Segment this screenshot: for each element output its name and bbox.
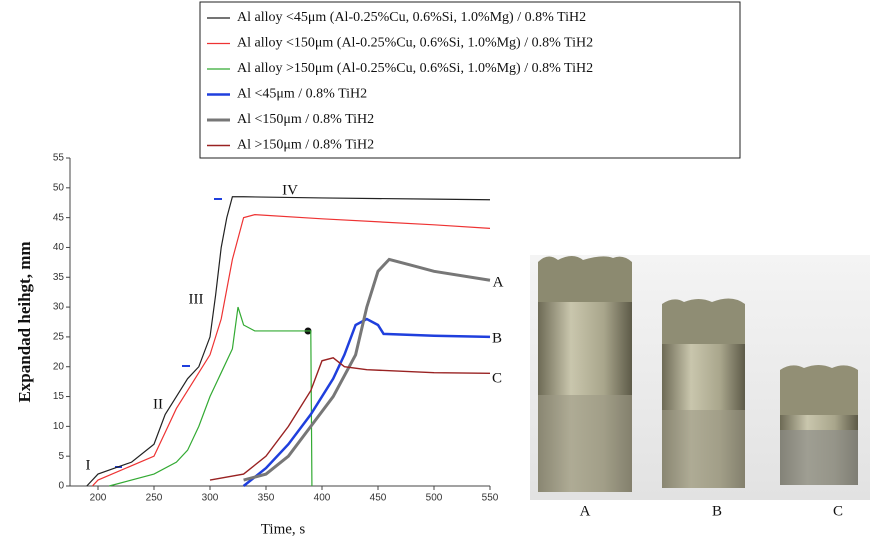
x-tick-label: 450 — [370, 493, 387, 504]
annotation: B — [492, 330, 502, 346]
photo-label: B — [712, 503, 722, 519]
sample-b — [662, 298, 745, 488]
y-tick-label: 20 — [53, 361, 65, 372]
x-tick-label: 200 — [90, 493, 107, 504]
y-tick-label: 55 — [53, 153, 65, 164]
annotation: IV — [282, 182, 298, 198]
annotation: II — [153, 396, 163, 412]
x-tick-label: 350 — [258, 493, 275, 504]
x-tick-label: 300 — [202, 493, 219, 504]
legend-label: Al >150μm / 0.8% TiH2 — [237, 138, 374, 153]
x-tick-label: 400 — [314, 493, 331, 504]
y-tick-label: 0 — [58, 481, 64, 492]
sample-c — [780, 365, 858, 485]
annotation: A — [493, 274, 504, 290]
legend-label: Al <150μm / 0.8% TiH2 — [237, 112, 374, 127]
x-tick-label: 250 — [146, 493, 163, 504]
annotation: C — [492, 370, 502, 386]
annotation: III — [189, 291, 204, 307]
y-tick-label: 40 — [53, 242, 65, 253]
x-axis-label: Time, s — [261, 521, 306, 537]
series-line — [243, 257, 491, 482]
y-tick-label: 15 — [53, 391, 65, 402]
y-tick-label: 10 — [53, 421, 65, 432]
y-tick-label: 35 — [53, 272, 65, 283]
annotation: I — [86, 457, 91, 473]
photo-label: A — [580, 503, 591, 519]
y-axis-label: Expandad heihgt, mm — [15, 241, 34, 402]
legend-box — [199, 1, 741, 159]
legend-label: Al alloy >150μm (Al-0.25%Cu, 0.6%Si, 1.0… — [237, 61, 593, 76]
y-tick-label: 5 — [58, 451, 64, 462]
series-line — [242, 317, 491, 487]
x-tick-label: 550 — [482, 493, 499, 504]
legend-label: Al alloy <150μm (Al-0.25%Cu, 0.6%Si, 1.0… — [237, 36, 593, 51]
series-line — [86, 196, 491, 487]
y-tick-label: 25 — [53, 332, 65, 343]
legend-label: Al <45μm / 0.8% TiH2 — [237, 87, 367, 102]
legend-label: Al alloy <45μm (Al-0.25%Cu, 0.6%Si, 1.0%… — [237, 10, 586, 25]
y-tick-label: 30 — [53, 302, 65, 313]
series-line — [91, 214, 491, 487]
photo-label: C — [833, 503, 843, 519]
x-tick-label: 500 — [426, 493, 443, 504]
series-line — [109, 306, 313, 487]
y-tick-label: 45 — [53, 212, 65, 223]
series-line — [209, 357, 491, 481]
sample-a — [538, 256, 632, 492]
y-tick-label: 50 — [53, 182, 65, 193]
